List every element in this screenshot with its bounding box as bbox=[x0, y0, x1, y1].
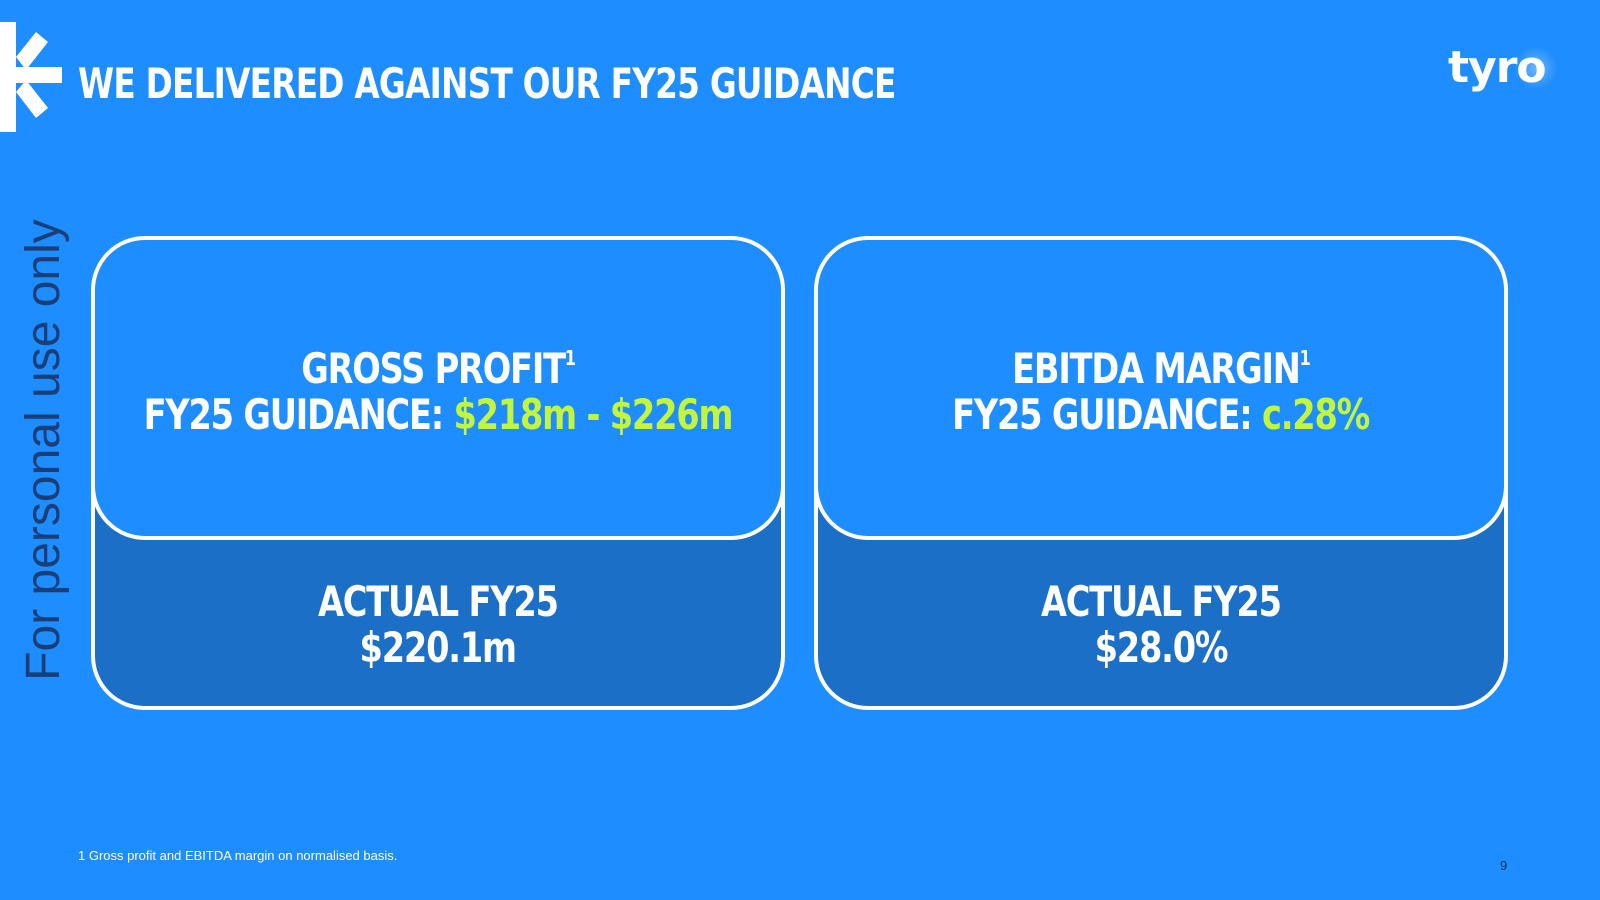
ebitda-margin-guidance-line: FY25 GUIDANCE: c.28% bbox=[952, 390, 1370, 439]
footnote: 1 Gross profit and EBITDA margin on norm… bbox=[78, 848, 398, 863]
gross-profit-footnote-marker: 1 bbox=[564, 346, 576, 370]
ebitda-margin-guidance-value: c.28% bbox=[1262, 390, 1370, 439]
gross-profit-metric-heading: GROSS PROFIT1 bbox=[301, 344, 576, 393]
gross-profit-card: GROSS PROFIT1 FY25 GUIDANCE: $218m - $22… bbox=[91, 236, 785, 710]
ebitda-margin-guidance-label: FY25 GUIDANCE: bbox=[952, 390, 1253, 439]
ebitda-margin-guidance-panel: EBITDA MARGIN1 FY25 GUIDANCE: c.28% bbox=[818, 240, 1504, 540]
gross-profit-actual-value: $220.1m bbox=[359, 623, 517, 672]
gross-profit-metric-label: GROSS PROFIT bbox=[301, 344, 566, 393]
logo-halo bbox=[1514, 46, 1558, 90]
ebitda-margin-footnote-marker: 1 bbox=[1299, 346, 1311, 370]
ebitda-margin-metric-heading: EBITDA MARGIN1 bbox=[1012, 344, 1311, 393]
personal-use-watermark: For personal use only bbox=[17, 219, 70, 681]
ebitda-margin-actual-value: $28.0% bbox=[1094, 623, 1229, 672]
ebitda-margin-card: EBITDA MARGIN1 FY25 GUIDANCE: c.28% ACTU… bbox=[814, 236, 1508, 710]
ebitda-margin-metric-label: EBITDA MARGIN bbox=[1012, 344, 1301, 393]
page-number: 9 bbox=[1500, 858, 1508, 873]
gross-profit-actual-panel: ACTUAL FY25 $220.1m bbox=[95, 540, 781, 706]
gross-profit-guidance-label: FY25 GUIDANCE: bbox=[143, 390, 445, 439]
gross-profit-guidance-line: FY25 GUIDANCE: $218m - $226m bbox=[143, 390, 734, 439]
gross-profit-actual-label: ACTUAL FY25 bbox=[318, 577, 559, 626]
ebitda-margin-actual-panel: ACTUAL FY25 $28.0% bbox=[818, 540, 1504, 706]
tyro-arrow-mark-icon bbox=[0, 22, 62, 132]
slide-title: WE DELIVERED AGAINST OUR FY25 GUIDANCE bbox=[78, 59, 896, 108]
ebitda-margin-actual-label: ACTUAL FY25 bbox=[1041, 577, 1282, 626]
gross-profit-guidance-value: $218m - $226m bbox=[453, 390, 734, 439]
gross-profit-guidance-panel: GROSS PROFIT1 FY25 GUIDANCE: $218m - $22… bbox=[95, 240, 781, 540]
tyro-logo: tyro bbox=[1448, 42, 1547, 93]
